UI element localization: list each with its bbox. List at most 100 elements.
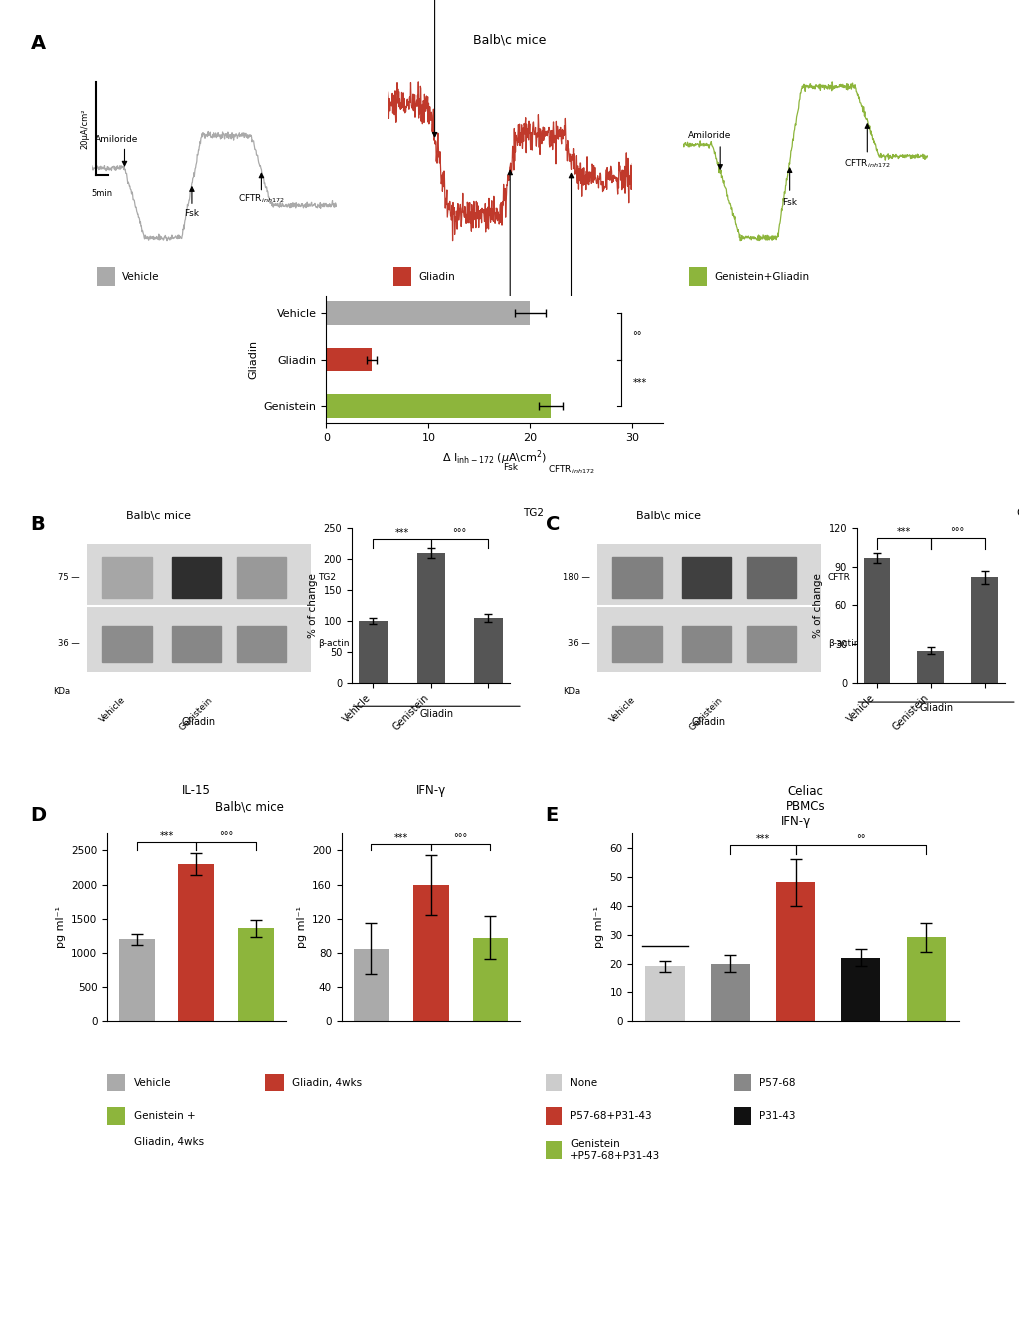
Bar (172, 626, 221, 661)
Text: ***: *** (632, 378, 646, 387)
Text: P31-43: P31-43 (758, 1111, 795, 1121)
Text: ***: *** (896, 527, 910, 538)
Bar (326, 348, 372, 371)
Text: Celiac
PBMCs: Celiac PBMCs (786, 785, 824, 813)
Bar (237, 929, 273, 1021)
Text: β-actin: β-actin (827, 640, 858, 648)
Bar (102, 558, 152, 598)
Text: Genistein: Genistein (687, 695, 723, 732)
Bar (611, 626, 661, 661)
Text: Balb\c mice: Balb\c mice (125, 511, 191, 520)
Y-axis label: % of change: % of change (812, 573, 822, 638)
Text: A: A (31, 34, 46, 52)
Text: °°: °° (632, 332, 641, 341)
Bar (916, 650, 944, 683)
Title: IFN-γ: IFN-γ (416, 785, 445, 797)
Text: Balb\c mice: Balb\c mice (635, 511, 700, 520)
Bar (472, 938, 507, 1021)
Bar (172, 558, 221, 598)
Text: Gliadin: Gliadin (419, 708, 453, 719)
Text: 5min: 5min (92, 190, 112, 198)
Y-axis label: pg ml⁻¹: pg ml⁻¹ (55, 906, 65, 949)
Bar (841, 958, 879, 1021)
Text: Fsk: Fsk (782, 198, 797, 207)
Text: Vehicle: Vehicle (607, 695, 637, 724)
Text: Vehicle: Vehicle (133, 1078, 171, 1087)
Text: Genistein: Genistein (177, 695, 214, 732)
Bar (611, 558, 661, 598)
Bar (326, 394, 550, 418)
Text: Amiloride: Amiloride (95, 134, 138, 144)
Text: Gliadin: Gliadin (181, 716, 216, 727)
Text: Balb\c mice: Balb\c mice (473, 34, 546, 47)
Text: C: C (545, 515, 559, 534)
Bar (682, 626, 731, 661)
Y-axis label: pg ml⁻¹: pg ml⁻¹ (593, 906, 603, 949)
Text: D: D (31, 806, 47, 825)
Bar (236, 558, 286, 598)
Text: Gliadin: Gliadin (418, 271, 454, 282)
Y-axis label: pg ml⁻¹: pg ml⁻¹ (297, 906, 307, 949)
Bar (710, 964, 749, 1021)
Text: B: B (31, 515, 45, 534)
Y-axis label: Gliadin: Gliadin (248, 340, 258, 379)
Text: 20μA/cm²: 20μA/cm² (81, 109, 90, 149)
Text: ***: *** (755, 835, 769, 844)
Text: 36 —: 36 — (58, 640, 79, 648)
Bar (746, 626, 796, 661)
Text: TG2: TG2 (318, 573, 335, 582)
Text: Amiloride: Amiloride (688, 132, 731, 140)
Bar (359, 621, 387, 683)
Text: Vehicle: Vehicle (122, 271, 160, 282)
Text: TG2: TG2 (522, 508, 543, 517)
Text: CFTR$_{{inh172}}$: CFTR$_{{inh172}}$ (548, 464, 594, 476)
Text: Gliadin, 4wks: Gliadin, 4wks (291, 1078, 362, 1087)
Text: None: None (570, 1078, 597, 1087)
Text: Genistein
+P57-68+P31-43: Genistein +P57-68+P31-43 (570, 1138, 659, 1161)
Text: °°°: °°° (950, 527, 964, 538)
Bar (775, 883, 814, 1021)
Text: Gliadin: Gliadin (691, 716, 726, 727)
Text: 180 —: 180 — (562, 573, 589, 582)
Text: KDa: KDa (562, 687, 580, 696)
Bar (645, 966, 684, 1021)
Bar (416, 552, 445, 683)
Bar (413, 884, 448, 1021)
Y-axis label: % of change: % of change (308, 573, 318, 638)
Bar (474, 618, 502, 683)
Text: Gliadin, 4wks: Gliadin, 4wks (133, 1137, 204, 1148)
Bar (906, 938, 945, 1021)
Text: CFTR: CFTR (827, 573, 850, 582)
Text: Genistein +: Genistein + (133, 1111, 195, 1121)
Text: Gliadin: Gliadin (918, 703, 953, 714)
Text: Genistein+Gliadin: Genistein+Gliadin (713, 271, 808, 282)
Text: ***: *** (394, 528, 409, 539)
Text: °°°: °°° (219, 832, 233, 841)
Bar (863, 558, 890, 683)
Text: KDa: KDa (53, 687, 70, 696)
Text: °°: °° (855, 835, 865, 844)
Bar (970, 577, 997, 683)
Bar (178, 864, 214, 1021)
Title: IL-15: IL-15 (181, 785, 211, 797)
Text: °°°: °°° (453, 833, 468, 843)
Bar (746, 558, 796, 598)
Text: °°°: °°° (452, 528, 467, 539)
Text: P57-68+P31-43: P57-68+P31-43 (570, 1111, 651, 1121)
X-axis label: $\Delta$ I$_{\mathregular{inh-172}}$ ($\mu$A\cm$^2$): $\Delta$ I$_{\mathregular{inh-172}}$ ($\… (441, 449, 547, 468)
Text: Fsk: Fsk (502, 462, 518, 472)
Bar (326, 301, 530, 325)
Text: ***: *** (393, 833, 408, 843)
Bar (354, 949, 389, 1021)
Text: CFTR$_{{inh172}}$: CFTR$_{{inh172}}$ (238, 194, 284, 206)
Bar (119, 939, 155, 1021)
Title: IFN-γ: IFN-γ (780, 814, 810, 828)
Bar (236, 626, 286, 661)
Text: β-actin: β-actin (318, 640, 348, 648)
Bar (682, 558, 731, 598)
Text: CFTR: CFTR (1016, 508, 1019, 517)
Text: ***: *** (159, 832, 173, 841)
Text: 36 —: 36 — (568, 640, 589, 648)
Text: 75 —: 75 — (58, 573, 79, 582)
Bar (102, 626, 152, 661)
